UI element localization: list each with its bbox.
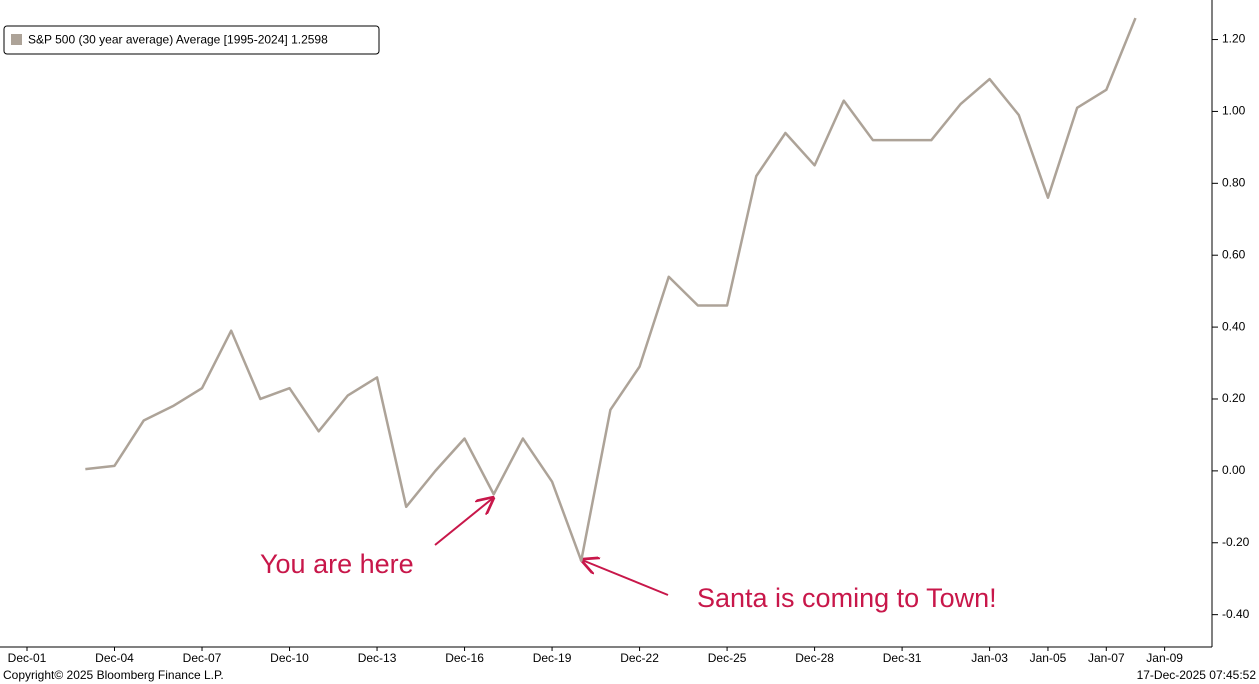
legend-box [3,25,380,55]
x-tick-label: Dec-28 [795,651,834,665]
footer-copyright: Copyright© 2025 Bloomberg Finance L.P. [3,668,224,682]
x-tick-label: Dec-10 [270,651,309,665]
y-tick-label: -0.40 [1222,607,1250,621]
y-tick-label: 0.80 [1222,175,1246,189]
footer-timestamp: 17-Dec-2025 07:45:52 [1137,668,1257,682]
x-tick-label: Dec-04 [95,651,134,665]
x-tick-label: Dec-07 [183,651,222,665]
series-line [85,17,1137,562]
legend-swatch [11,34,22,45]
legend: S&P 500 (30 year average) Average [1995-… [3,25,380,55]
x-tick-label: Dec-13 [358,651,397,665]
y-tick-label: 0.20 [1222,391,1246,405]
annotation: Santa is coming to Town! [697,583,997,613]
x-tick-label: Dec-01 [8,651,47,665]
x-tick-label: Jan-09 [1146,651,1183,665]
y-tick-label: 0.00 [1222,463,1246,477]
x-tick-label: Jan-05 [1030,651,1067,665]
y-tick-label: 1.00 [1222,104,1246,118]
legend-label: S&P 500 (30 year average) Average [1995-… [28,33,328,47]
y-tick-label: 1.20 [1222,32,1246,46]
x-tick-label: Dec-16 [445,651,484,665]
x-tick-label: Jan-07 [1088,651,1125,665]
x-tick-label: Dec-31 [883,651,922,665]
annotation-arrow [582,560,669,596]
annotation-arrow [434,498,493,546]
annotation: You are here [260,549,414,579]
y-tick-label: -0.20 [1222,535,1250,549]
x-tick-label: Dec-22 [620,651,659,665]
x-tick-label: Dec-19 [533,651,572,665]
x-tick-label: Dec-25 [708,651,747,665]
x-tick-label: Jan-03 [971,651,1008,665]
y-tick-label: 0.60 [1222,247,1246,261]
y-tick-label: 0.40 [1222,319,1246,333]
